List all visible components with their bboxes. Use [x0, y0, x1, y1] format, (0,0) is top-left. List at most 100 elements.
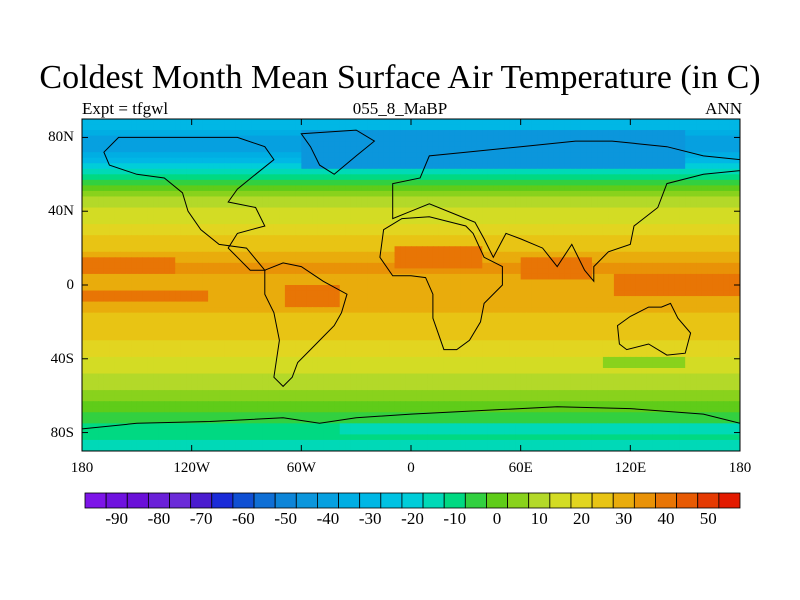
temperature-cell [520, 262, 527, 269]
temperature-cell [389, 240, 396, 247]
temperature-cell [164, 168, 171, 175]
temperature-cell [257, 207, 264, 214]
temperature-cell [197, 152, 204, 159]
temperature-cell [624, 340, 631, 347]
temperature-cell [427, 262, 434, 269]
temperature-cell [438, 290, 445, 297]
temperature-cell [624, 240, 631, 247]
temperature-cell [679, 190, 686, 198]
temperature-cell [734, 157, 740, 164]
temperature-cell [504, 229, 511, 236]
temperature-cell [317, 296, 324, 303]
temperature-cell [476, 235, 483, 242]
temperature-cell [301, 290, 308, 297]
temperature-cell [131, 157, 138, 164]
temperature-cell [103, 168, 111, 175]
temperature-cell [241, 251, 248, 258]
temperature-cell [131, 279, 138, 286]
temperature-cell [696, 268, 703, 275]
temperature-cell [416, 290, 423, 297]
temperature-cell [175, 207, 182, 214]
temperature-cell [268, 246, 275, 253]
temperature-cell [624, 174, 631, 181]
temperature-cell [273, 135, 280, 142]
temperature-cell [230, 329, 237, 336]
temperature-cell [416, 268, 423, 275]
temperature-cell [685, 179, 692, 186]
temperature-cell [663, 168, 670, 175]
temperature-cell [328, 290, 335, 297]
temperature-cell [411, 168, 418, 175]
temperature-cell [142, 340, 149, 347]
temperature-cell [241, 301, 248, 308]
temperature-cell [712, 285, 719, 292]
temperature-cell [471, 345, 478, 352]
temperature-cell [652, 141, 659, 148]
temperature-cell [213, 190, 220, 198]
temperature-cell [114, 273, 121, 281]
temperature-cell [701, 224, 708, 231]
temperature-cell [125, 235, 132, 242]
temperature-cell [219, 202, 226, 209]
temperature-cell [487, 251, 494, 258]
temperature-cell [197, 329, 204, 336]
temperature-cell [235, 301, 242, 308]
temperature-cell [268, 240, 275, 247]
temperature-cell [87, 268, 94, 275]
temperature-cell [476, 240, 483, 247]
temperature-cell [273, 218, 280, 225]
temperature-cell [580, 202, 588, 209]
temperature-cell [92, 290, 100, 297]
temperature-cell [427, 152, 434, 159]
temperature-cell [443, 152, 450, 159]
temperature-cell [158, 301, 165, 308]
temperature-cell [641, 262, 648, 269]
temperature-cell [251, 179, 259, 186]
temperature-cell [208, 307, 215, 314]
temperature-cell [323, 135, 330, 142]
temperature-cell [482, 318, 489, 325]
temperature-cell [504, 141, 511, 148]
temperature-cell [679, 224, 686, 231]
temperature-cell [663, 296, 670, 303]
temperature-cell [98, 279, 105, 286]
temperature-cell [361, 246, 368, 253]
temperature-cell [317, 273, 324, 281]
temperature-cell [613, 185, 620, 192]
temperature-cell [147, 307, 154, 314]
temperature-cell [570, 119, 577, 126]
temperature-cell [580, 207, 588, 214]
temperature-cell [273, 124, 280, 131]
temperature-cell [208, 168, 215, 175]
temperature-cell [460, 257, 467, 264]
temperature-cell [520, 285, 527, 292]
temperature-cell [548, 119, 555, 126]
temperature-cell [454, 329, 461, 336]
temperature-cell [290, 240, 297, 247]
temperature-cell [284, 185, 291, 192]
temperature-cell [701, 190, 708, 198]
temperature-cell [438, 213, 445, 220]
temperature-cell [542, 290, 549, 297]
temperature-cell [580, 168, 588, 175]
temperature-cell [109, 119, 116, 126]
temperature-cell [158, 240, 165, 247]
temperature-cell [356, 235, 363, 242]
temperature-cell [707, 174, 714, 181]
temperature-cell [685, 190, 692, 198]
temperature-cell [284, 235, 291, 242]
temperature-cell [405, 124, 412, 131]
temperature-cell [180, 262, 187, 269]
temperature-cell [235, 257, 242, 264]
temperature-cell [526, 296, 533, 303]
temperature-cell [273, 202, 280, 209]
temperature-cell [175, 240, 182, 247]
temperature-cell [235, 285, 242, 292]
temperature-cell [197, 207, 204, 214]
temperature-cell [674, 290, 681, 297]
temperature-cell [630, 185, 637, 192]
temperature-cell [350, 240, 357, 247]
temperature-cell [241, 329, 248, 336]
temperature-cell [87, 318, 94, 325]
temperature-cell [586, 318, 593, 325]
